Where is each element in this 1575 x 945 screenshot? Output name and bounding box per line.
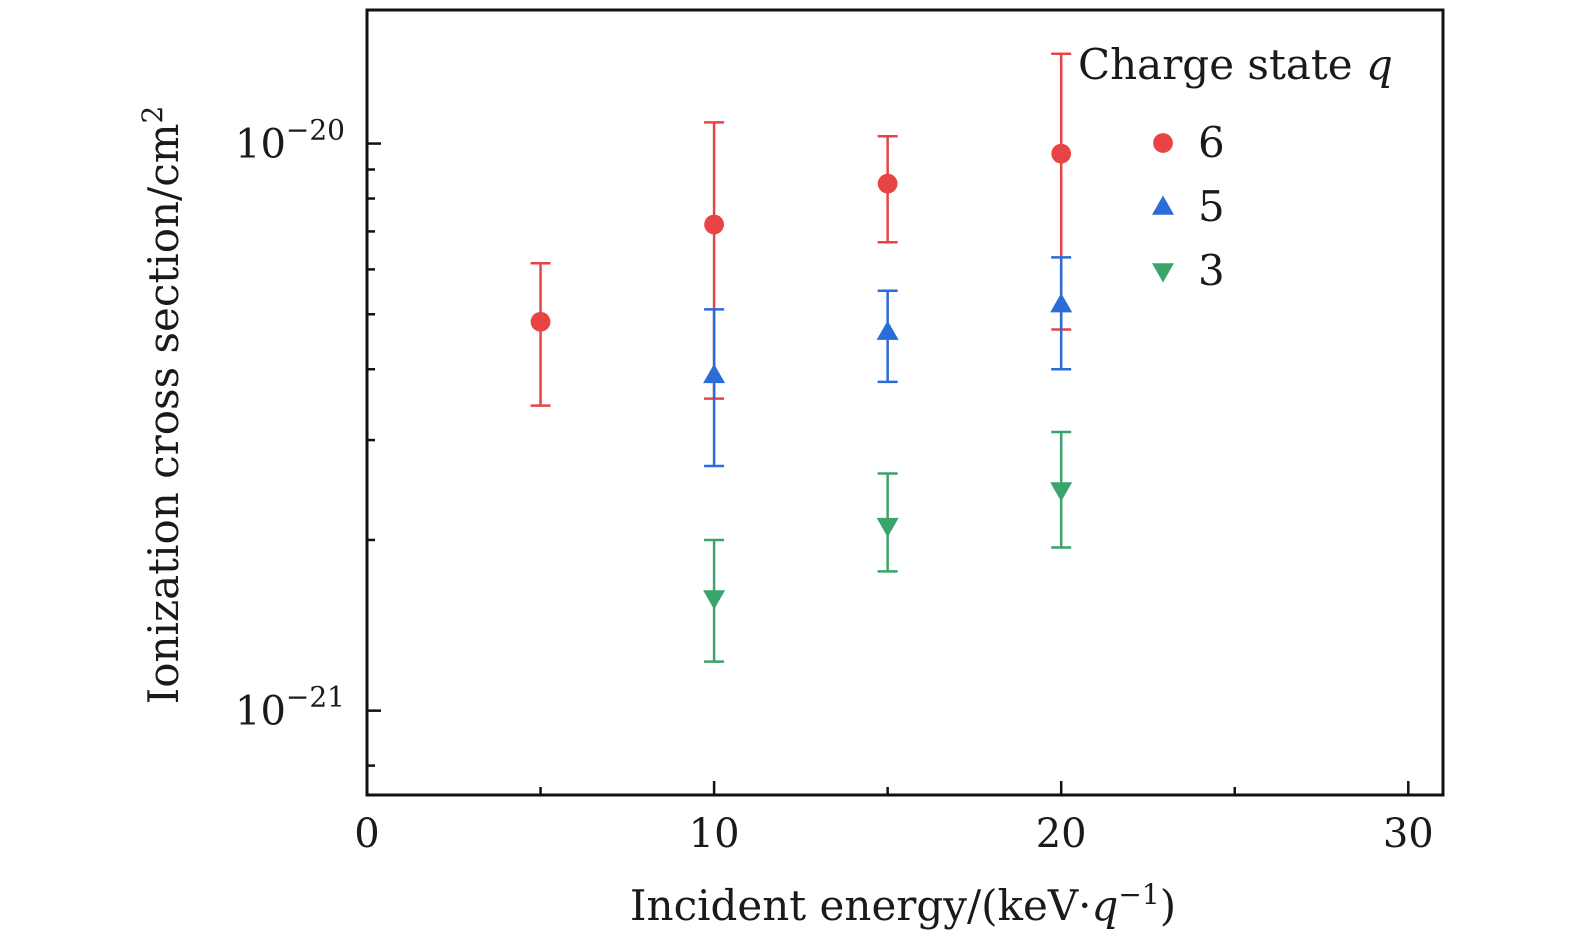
series-6 <box>530 52 1072 407</box>
data-point <box>1051 143 1072 164</box>
x-tick-label: 30 <box>1383 811 1434 857</box>
data-point <box>877 173 898 194</box>
x-tick-label: 10 <box>689 811 740 857</box>
y-axis-title: Ionization cross section/cm2 <box>136 106 188 705</box>
data-point <box>703 590 726 610</box>
legend-title: Charge state q <box>1078 40 1393 89</box>
legend-label-6: 6 <box>1198 118 1225 167</box>
data-point <box>1050 482 1073 502</box>
y-tick-label: 10−20 <box>235 114 345 168</box>
legend-label-3: 3 <box>1198 246 1225 295</box>
plot-frame <box>365 8 1445 797</box>
data-point <box>876 320 899 340</box>
legend-marker-3 <box>1152 263 1174 283</box>
data-point <box>530 311 551 332</box>
data-point <box>703 363 726 384</box>
data-point <box>876 517 899 538</box>
data-layer <box>530 52 1073 663</box>
legend: Charge state q 6 5 3 <box>1078 40 1393 295</box>
x-tick-label: 20 <box>1036 811 1087 857</box>
x-tick-label: 0 <box>354 811 379 857</box>
data-point <box>704 214 724 235</box>
y-tick-label: 10−21 <box>235 681 345 735</box>
series-3 <box>703 430 1073 663</box>
legend-marker-6 <box>1153 133 1173 153</box>
axes-layer: 0 10 20 30 10−21 10−20 <box>235 8 1445 857</box>
legend-marker-5 <box>1152 195 1174 215</box>
series-5 <box>703 256 1073 468</box>
legend-label-5: 5 <box>1198 182 1225 231</box>
data-point <box>1050 293 1073 313</box>
x-axis-title: Incident energy/(keV·q−1) <box>630 878 1176 930</box>
axis-titles: Incident energy/(keV·q−1) Ionization cros… <box>136 106 1176 930</box>
